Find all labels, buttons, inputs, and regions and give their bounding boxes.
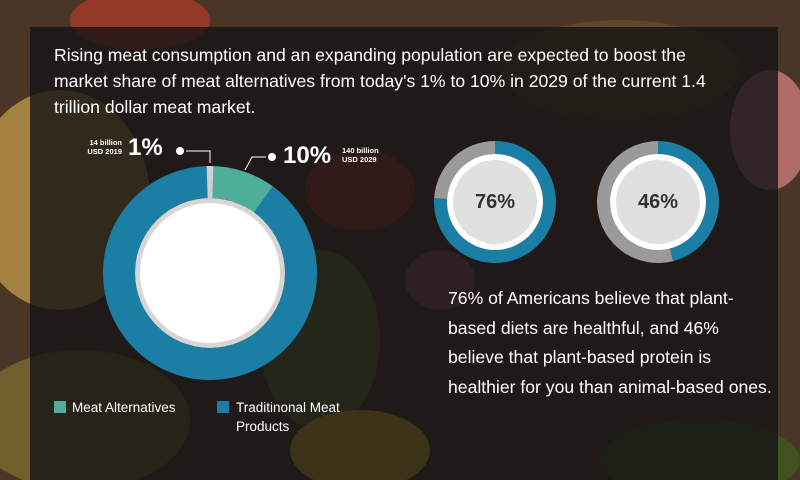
donut-slice-traditional-meat [103,166,318,380]
callout-1-percent: 1% [128,134,163,161]
donut-46-slice-value [658,141,719,262]
donut-46-slice-remainder [597,141,674,263]
callout-2029-amount: 140 billion [342,146,379,155]
donut-slice-1-percent [206,166,214,199]
headline-text: Rising meat consumption and an expanding… [54,45,706,117]
donut-76-percent: 76% [434,141,556,263]
donut-46-center-label: 46% [638,191,678,213]
legend-label-traditional-line1: Traditinonal Meat [236,400,340,415]
leader-dot-1-percent [176,147,184,155]
callout-10-percent: 10% [283,142,332,169]
donut-76-center-label: 76% [475,191,515,213]
callout-2019-year: USD 2019 [87,147,122,156]
legend-swatch-meat-alternatives [54,401,66,413]
donut-76-slice-remainder [434,141,495,199]
donut-46-center [616,160,700,244]
callout-2019-label: 14 billion USD 2019 [72,138,122,156]
leader-line-1-percent [186,150,211,163]
legend-swatch-traditional-meat [217,401,229,413]
stat-paragraph: 76% of Americans believe that plant-base… [448,288,772,397]
legend-label-traditional-line2: Products [236,419,290,434]
callout-2019-amount: 14 billion [89,138,122,147]
donut-slice-meat-alternatives [210,166,273,213]
leader-line-10-percent [244,156,266,171]
callout-2029-year: USD 2029 [342,155,377,164]
donut-76-center [453,160,537,244]
legend-label-traditional-meat: Traditinonal Meat Products [236,398,340,436]
legend-label-meat-alternatives: Meat Alternatives [72,400,176,415]
donut-46-percent: 46% [597,141,719,263]
leader-dot-10-percent [268,153,276,161]
callout-2029-label: 140 billion USD 2029 [342,146,402,164]
donut-center [140,203,280,343]
